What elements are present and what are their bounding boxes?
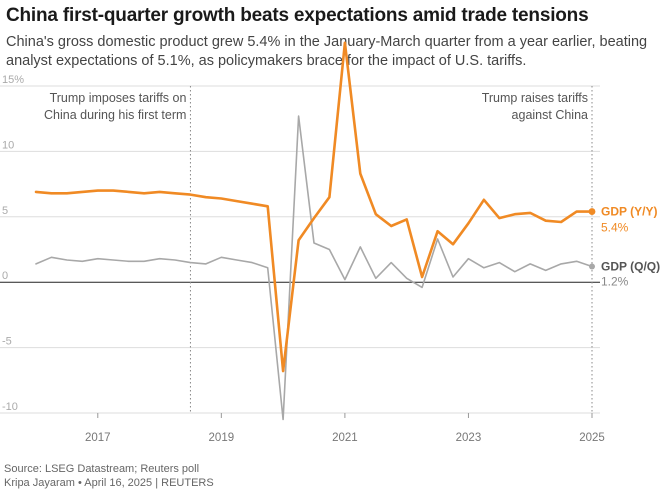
y-tick-label: -10 xyxy=(2,401,18,413)
annotation-layer: Trump imposes tariffs on China during his… xyxy=(44,86,593,413)
series-qq-endpoint xyxy=(589,263,595,270)
legend-yy-value: 5.4% xyxy=(601,221,629,235)
legend-yy-name: GDP (Y/Y) xyxy=(601,205,657,219)
chart-title: China first-quarter growth beats expecta… xyxy=(6,5,589,26)
x-tick-label: 2025 xyxy=(579,432,605,444)
series-yy-line xyxy=(34,41,594,373)
legend-qq-value: 1.2% xyxy=(601,275,629,289)
y-tick-label: 0 xyxy=(2,270,8,282)
x-tick-label: 2019 xyxy=(209,432,235,444)
legend-qq-name: GDP (Q/Q) xyxy=(601,260,660,274)
chart-subtitle: China's gross domestic product grew 5.4%… xyxy=(6,34,648,69)
credit-text: Kripa Jayaram • April 16, 2025 | REUTERS xyxy=(4,477,214,489)
series-qq-line xyxy=(35,115,593,421)
y-tick-label: 10 xyxy=(2,139,14,151)
x-tick-label: 2023 xyxy=(456,432,482,444)
y-tick-label: 5 xyxy=(2,205,8,217)
series-layer xyxy=(34,41,596,421)
label-layer: GDP (Y/Y) 5.4% GDP (Q/Q)1.2% xyxy=(601,205,660,289)
annotation-text: Trump imposes tariffs on xyxy=(50,91,187,105)
chart-source: Source: LSEG Datastream; Reuters poll Kr… xyxy=(4,462,214,490)
x-tick-label: 2021 xyxy=(332,432,358,444)
annotation-text: Trump raises tariffs xyxy=(482,91,588,105)
annotation-text: against China xyxy=(512,108,588,122)
y-tick-label: -5 xyxy=(2,336,12,348)
y-tick-label: 15% xyxy=(2,74,24,86)
x-tick-label: 2017 xyxy=(85,432,111,444)
grid-layer: -10 -5 0 5 10 15% 2017 2019 2021 2023 2025 xyxy=(0,74,605,444)
series-yy-endpoint xyxy=(588,208,596,215)
source-text: Source: LSEG Datastream; Reuters poll xyxy=(4,463,200,475)
annotation-text: China during his first term xyxy=(44,108,186,122)
